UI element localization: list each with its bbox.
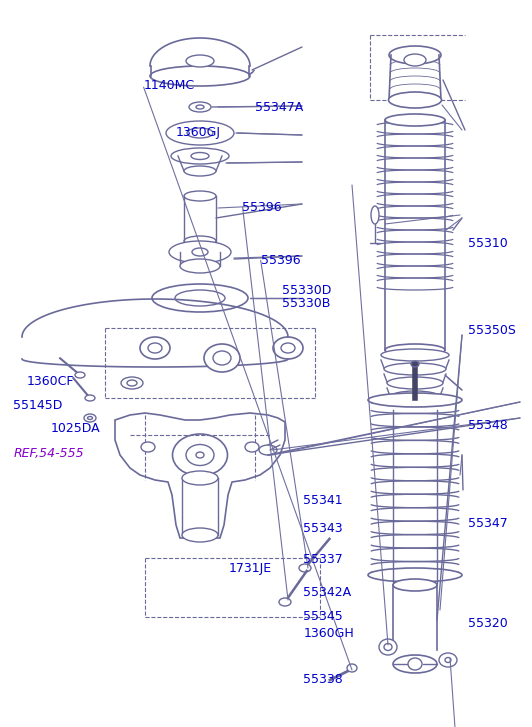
Polygon shape [115, 413, 285, 538]
Text: 55396: 55396 [242, 201, 281, 214]
Text: 1360GH: 1360GH [303, 627, 354, 640]
Ellipse shape [379, 639, 397, 655]
Text: 55320: 55320 [468, 617, 508, 630]
Text: 1360CF: 1360CF [27, 375, 74, 388]
Ellipse shape [404, 54, 426, 66]
Text: 1360GJ: 1360GJ [176, 126, 221, 139]
Ellipse shape [279, 598, 291, 606]
Ellipse shape [121, 377, 143, 389]
Ellipse shape [87, 417, 93, 419]
Text: 55330D: 55330D [282, 284, 331, 297]
Text: 55310: 55310 [468, 237, 508, 250]
Ellipse shape [408, 658, 422, 670]
Ellipse shape [182, 528, 218, 542]
Ellipse shape [187, 128, 213, 138]
Ellipse shape [192, 248, 208, 256]
Ellipse shape [445, 657, 451, 662]
Ellipse shape [411, 361, 419, 367]
Text: 55343: 55343 [303, 522, 343, 535]
Ellipse shape [196, 105, 204, 109]
Ellipse shape [204, 344, 240, 372]
Ellipse shape [184, 191, 216, 201]
Text: 55345: 55345 [303, 610, 343, 623]
Ellipse shape [191, 153, 209, 159]
Text: 55337: 55337 [303, 553, 343, 566]
Ellipse shape [172, 434, 228, 476]
Ellipse shape [184, 166, 216, 176]
Ellipse shape [384, 643, 392, 651]
Ellipse shape [390, 391, 440, 403]
Text: REF,54-555: REF,54-555 [13, 447, 84, 460]
Ellipse shape [213, 351, 231, 365]
Ellipse shape [196, 452, 204, 458]
Ellipse shape [393, 579, 437, 591]
Ellipse shape [171, 148, 229, 164]
Text: 55341: 55341 [303, 494, 343, 507]
Ellipse shape [141, 442, 155, 452]
Text: 55145D: 55145D [13, 399, 63, 412]
Ellipse shape [180, 259, 220, 273]
Text: 55347: 55347 [468, 517, 508, 530]
Ellipse shape [150, 66, 250, 86]
Ellipse shape [273, 337, 303, 359]
Text: 55338: 55338 [303, 673, 343, 686]
Ellipse shape [347, 664, 357, 672]
Text: 55350S: 55350S [468, 324, 516, 337]
Ellipse shape [175, 290, 225, 306]
Text: 1025DA: 1025DA [51, 422, 100, 435]
Ellipse shape [439, 653, 457, 667]
Ellipse shape [148, 343, 162, 353]
Ellipse shape [388, 92, 442, 108]
Text: 55347A: 55347A [255, 101, 304, 114]
Text: 55348: 55348 [468, 419, 508, 432]
Ellipse shape [186, 55, 214, 67]
Ellipse shape [169, 241, 231, 263]
Ellipse shape [389, 46, 441, 64]
Ellipse shape [85, 395, 95, 401]
Text: 55330B: 55330B [282, 297, 330, 310]
Ellipse shape [75, 372, 85, 378]
Ellipse shape [385, 114, 445, 126]
Ellipse shape [189, 102, 211, 112]
Ellipse shape [299, 564, 311, 572]
Ellipse shape [84, 414, 96, 422]
Ellipse shape [393, 655, 437, 673]
Ellipse shape [140, 337, 170, 359]
Ellipse shape [387, 377, 443, 389]
Ellipse shape [186, 444, 214, 465]
Ellipse shape [182, 471, 218, 485]
Ellipse shape [184, 236, 216, 246]
Ellipse shape [384, 363, 446, 375]
Ellipse shape [371, 206, 379, 224]
Ellipse shape [368, 393, 462, 407]
Ellipse shape [385, 344, 445, 356]
Ellipse shape [166, 121, 234, 145]
Ellipse shape [281, 343, 295, 353]
Ellipse shape [127, 380, 137, 386]
Ellipse shape [259, 445, 277, 455]
Text: 55342A: 55342A [303, 586, 351, 599]
Ellipse shape [368, 568, 462, 582]
Ellipse shape [381, 349, 449, 361]
Ellipse shape [152, 284, 248, 312]
Text: 55396: 55396 [261, 254, 300, 267]
Text: 1731JE: 1731JE [229, 562, 272, 575]
Ellipse shape [245, 442, 259, 452]
Text: 1140MC: 1140MC [144, 79, 195, 92]
